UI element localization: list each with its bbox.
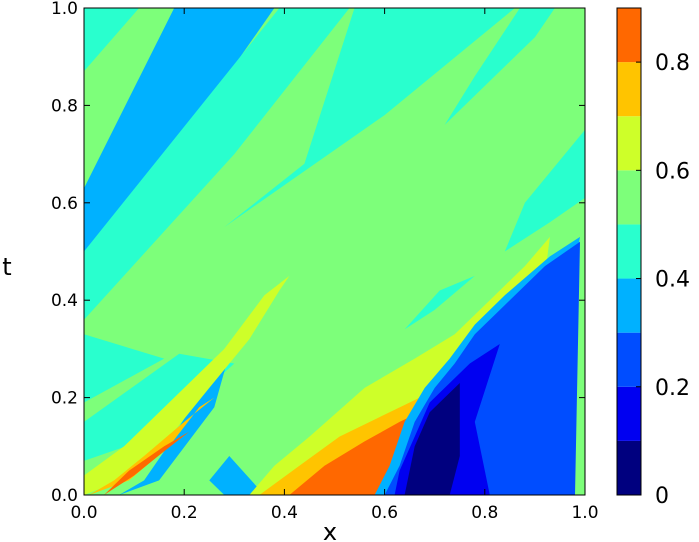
contour-region <box>404 275 475 330</box>
colorbar-segment <box>617 332 641 387</box>
colorbar-segment <box>617 116 641 171</box>
y-tick-label: 0.4 <box>51 291 78 311</box>
x-tick-label: 0.6 <box>371 503 398 523</box>
y-tick-label: 0.8 <box>51 96 78 116</box>
colorbar-tick-label: 0 <box>655 484 669 509</box>
contour-region <box>84 334 165 403</box>
contour-region <box>89 397 215 495</box>
x-tick-label: 1.0 <box>571 503 598 523</box>
contour-region <box>84 8 140 72</box>
x-tick-label: 0.2 <box>171 503 198 523</box>
contour-regions <box>84 8 585 495</box>
colorbar-segment <box>617 8 641 63</box>
x-tick-label: 0.0 <box>70 503 97 523</box>
y-tick-label: 1.0 <box>51 0 78 19</box>
contour-region <box>104 431 190 495</box>
contour-region <box>84 8 350 320</box>
y-tick-label: 0.6 <box>51 194 78 214</box>
y-tick-label: 0.0 <box>51 486 78 506</box>
colorbar-tick-label: 0.4 <box>655 268 690 293</box>
plot-frame <box>83 7 586 496</box>
colorbar-tick-label: 0.2 <box>655 376 690 401</box>
y-axis-ticks: 0.0 0.2 0.4 0.6 0.8 1.0 <box>51 0 585 506</box>
x-axis-label: x <box>323 518 337 542</box>
contour-region <box>444 8 555 125</box>
colorbar-frame <box>616 7 642 496</box>
colorbar-segment <box>617 62 641 117</box>
colorbar-segment <box>617 386 641 441</box>
contour-region <box>249 236 550 495</box>
contour-region <box>404 383 460 495</box>
y-axis-label: t <box>2 253 11 281</box>
colorbar-tick-label: 0.6 <box>655 159 690 184</box>
x-tick-label: 0.4 <box>271 503 298 523</box>
contour-region <box>504 129 585 252</box>
colorbar-segment <box>617 170 641 225</box>
contour-region <box>209 456 265 495</box>
colorbar-segment <box>617 278 641 333</box>
contour-region <box>84 275 290 495</box>
contour-region <box>224 8 515 228</box>
colorbar-segment <box>617 440 641 495</box>
colorbar: 0 0.2 0.4 0.6 0.8 <box>616 7 690 509</box>
y-tick-label: 0.2 <box>51 389 78 409</box>
x-axis-ticks: 0.0 0.2 0.4 0.6 0.8 1.0 <box>70 8 599 523</box>
colorbar-tick-label: 0.8 <box>655 51 690 76</box>
colorbar-segment <box>617 224 641 279</box>
x-tick-label: 0.8 <box>471 503 498 523</box>
